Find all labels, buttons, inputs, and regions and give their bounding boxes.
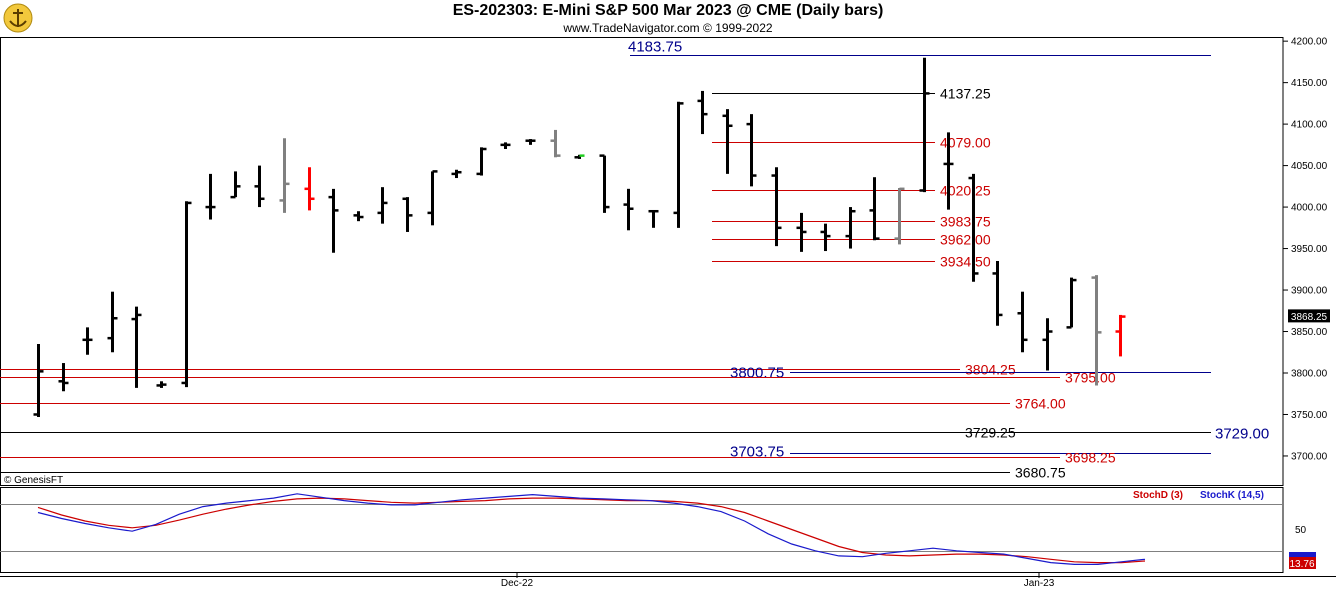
y-tick-label: 4000.00 (1291, 203, 1328, 214)
ohlc-bar (673, 101, 684, 228)
stoch-frame (0, 487, 1284, 573)
ohlc-bar (328, 188, 339, 253)
ohlc-bar (181, 201, 192, 388)
stoch-last-box (1289, 557, 1316, 569)
level-label: 3703.75 (730, 444, 784, 461)
price-frame (0, 37, 1284, 486)
ohlc-bar (1066, 277, 1077, 329)
ohlc-bar (500, 142, 511, 149)
ohlc-bar (992, 261, 1003, 326)
ohlc-bar (771, 167, 782, 247)
ohlc-bar (1115, 314, 1126, 357)
level-label: 3698.25 (1065, 450, 1116, 466)
y-tick-label: 3900.00 (1291, 286, 1328, 297)
ohlc-bar (254, 165, 265, 208)
y-tick-label: 4050.00 (1291, 161, 1328, 172)
level-label: 4137.25 (940, 86, 991, 102)
ohlc-bar (279, 138, 290, 213)
stoch-k-marker (1289, 552, 1316, 557)
ohlc-bar (205, 173, 216, 220)
ohlc-bar (377, 187, 388, 224)
ohlc-bar (58, 363, 69, 392)
ohlc-bar (943, 132, 954, 210)
ohlc-bar (820, 223, 831, 252)
level-label: 3962.00 (940, 232, 991, 248)
ohlc-bar (230, 171, 241, 199)
stochastic-plot: 50 StochD (3) StochK (14,5) 13.76 Dec-22 Jan-… (0, 487, 1336, 589)
stoch-series-line (37, 493, 1146, 566)
y-tick-label: 4200.00 (1291, 37, 1328, 48)
level-label: 4183.75 (628, 39, 682, 56)
watermark-text: © GenesisFT (4, 475, 63, 486)
ohlc-bar (919, 57, 930, 193)
ohlc-bar (304, 167, 315, 211)
ohlc-bar (697, 90, 708, 135)
stoch-legend-label: StochD (3) (1133, 490, 1183, 501)
ohlc-bar (968, 173, 979, 282)
level-label: 3934.50 (940, 254, 991, 270)
level-label: 4020.25 (940, 183, 991, 199)
ohlc-bar (599, 154, 610, 213)
ohlc-bar (156, 381, 167, 388)
x-tick-label: Dec-22 (501, 578, 534, 589)
level-label: 3983.75 (940, 214, 991, 230)
y-tick-label: 3800.00 (1291, 369, 1328, 380)
ohlc-bar (107, 291, 118, 353)
stoch-last-label: 13.76 (1289, 559, 1314, 570)
ohlc-bar (648, 209, 659, 228)
y-tick-label: 4100.00 (1291, 120, 1328, 131)
y-tick-label: 3700.00 (1291, 451, 1328, 462)
ohlc-bar (894, 187, 905, 245)
chart-title: ES-202303: E-Mini S&P 500 Mar 2023 @ CME… (452, 2, 884, 19)
level-label: 3795.00 (1065, 370, 1116, 386)
ohlc-bar (402, 197, 413, 232)
ohlc-bar (1091, 275, 1102, 386)
last-price-box (1288, 309, 1330, 323)
ohlc-bar (353, 211, 364, 222)
ohlc-bar (550, 129, 561, 158)
ohlc-bar (82, 327, 93, 355)
stoch-legend-label: StochK (14,5) (1200, 490, 1264, 501)
ohlc-bar (33, 343, 44, 417)
price-plot: 3700.00 3750.00 3800.00 3850.00 3900.00 3950.… (0, 37, 1330, 486)
ohlc-bar (476, 147, 487, 176)
y-tick-label: 3950.00 (1291, 244, 1328, 255)
ohlc-bar (869, 177, 880, 241)
level-label: 3800.75 (730, 365, 784, 382)
ohlc-bar (845, 207, 856, 249)
level-label: 3680.75 (1015, 465, 1066, 481)
ohlc-bar (1042, 318, 1053, 371)
ohlc-bar (427, 170, 438, 226)
level-label: 3764.00 (1015, 396, 1066, 412)
stoch-series-line (37, 497, 1146, 564)
ohlc-bar (623, 188, 634, 231)
ohlc-bar (451, 169, 462, 179)
last-price-label: 3868.25 (1291, 312, 1328, 323)
level-label: 3729.00 (1215, 426, 1269, 443)
level-label: 3804.25 (965, 362, 1016, 378)
ohlc-bar (525, 139, 536, 145)
level-label: 4079.00 (940, 135, 991, 151)
y-tick-label: 4150.00 (1291, 78, 1328, 89)
stoch-tick-label: 50 (1295, 525, 1307, 536)
ohlc-bar (746, 114, 757, 187)
x-tick-label: Jan-23 (1024, 578, 1055, 589)
ohlc-bar (796, 212, 807, 252)
chart-subtitle: www.TradeNavigator.com © 1999-2022 (563, 21, 773, 35)
ohlc-bar (1017, 291, 1028, 353)
anchor-logo-icon (3, 3, 33, 33)
level-label: 3729.25 (965, 425, 1016, 441)
ohlc-bar (574, 154, 585, 159)
ohlc-bar (722, 109, 733, 174)
y-tick-label: 3750.00 (1291, 410, 1328, 421)
ohlc-bar (131, 306, 142, 388)
y-tick-label: 3850.00 (1291, 327, 1328, 338)
